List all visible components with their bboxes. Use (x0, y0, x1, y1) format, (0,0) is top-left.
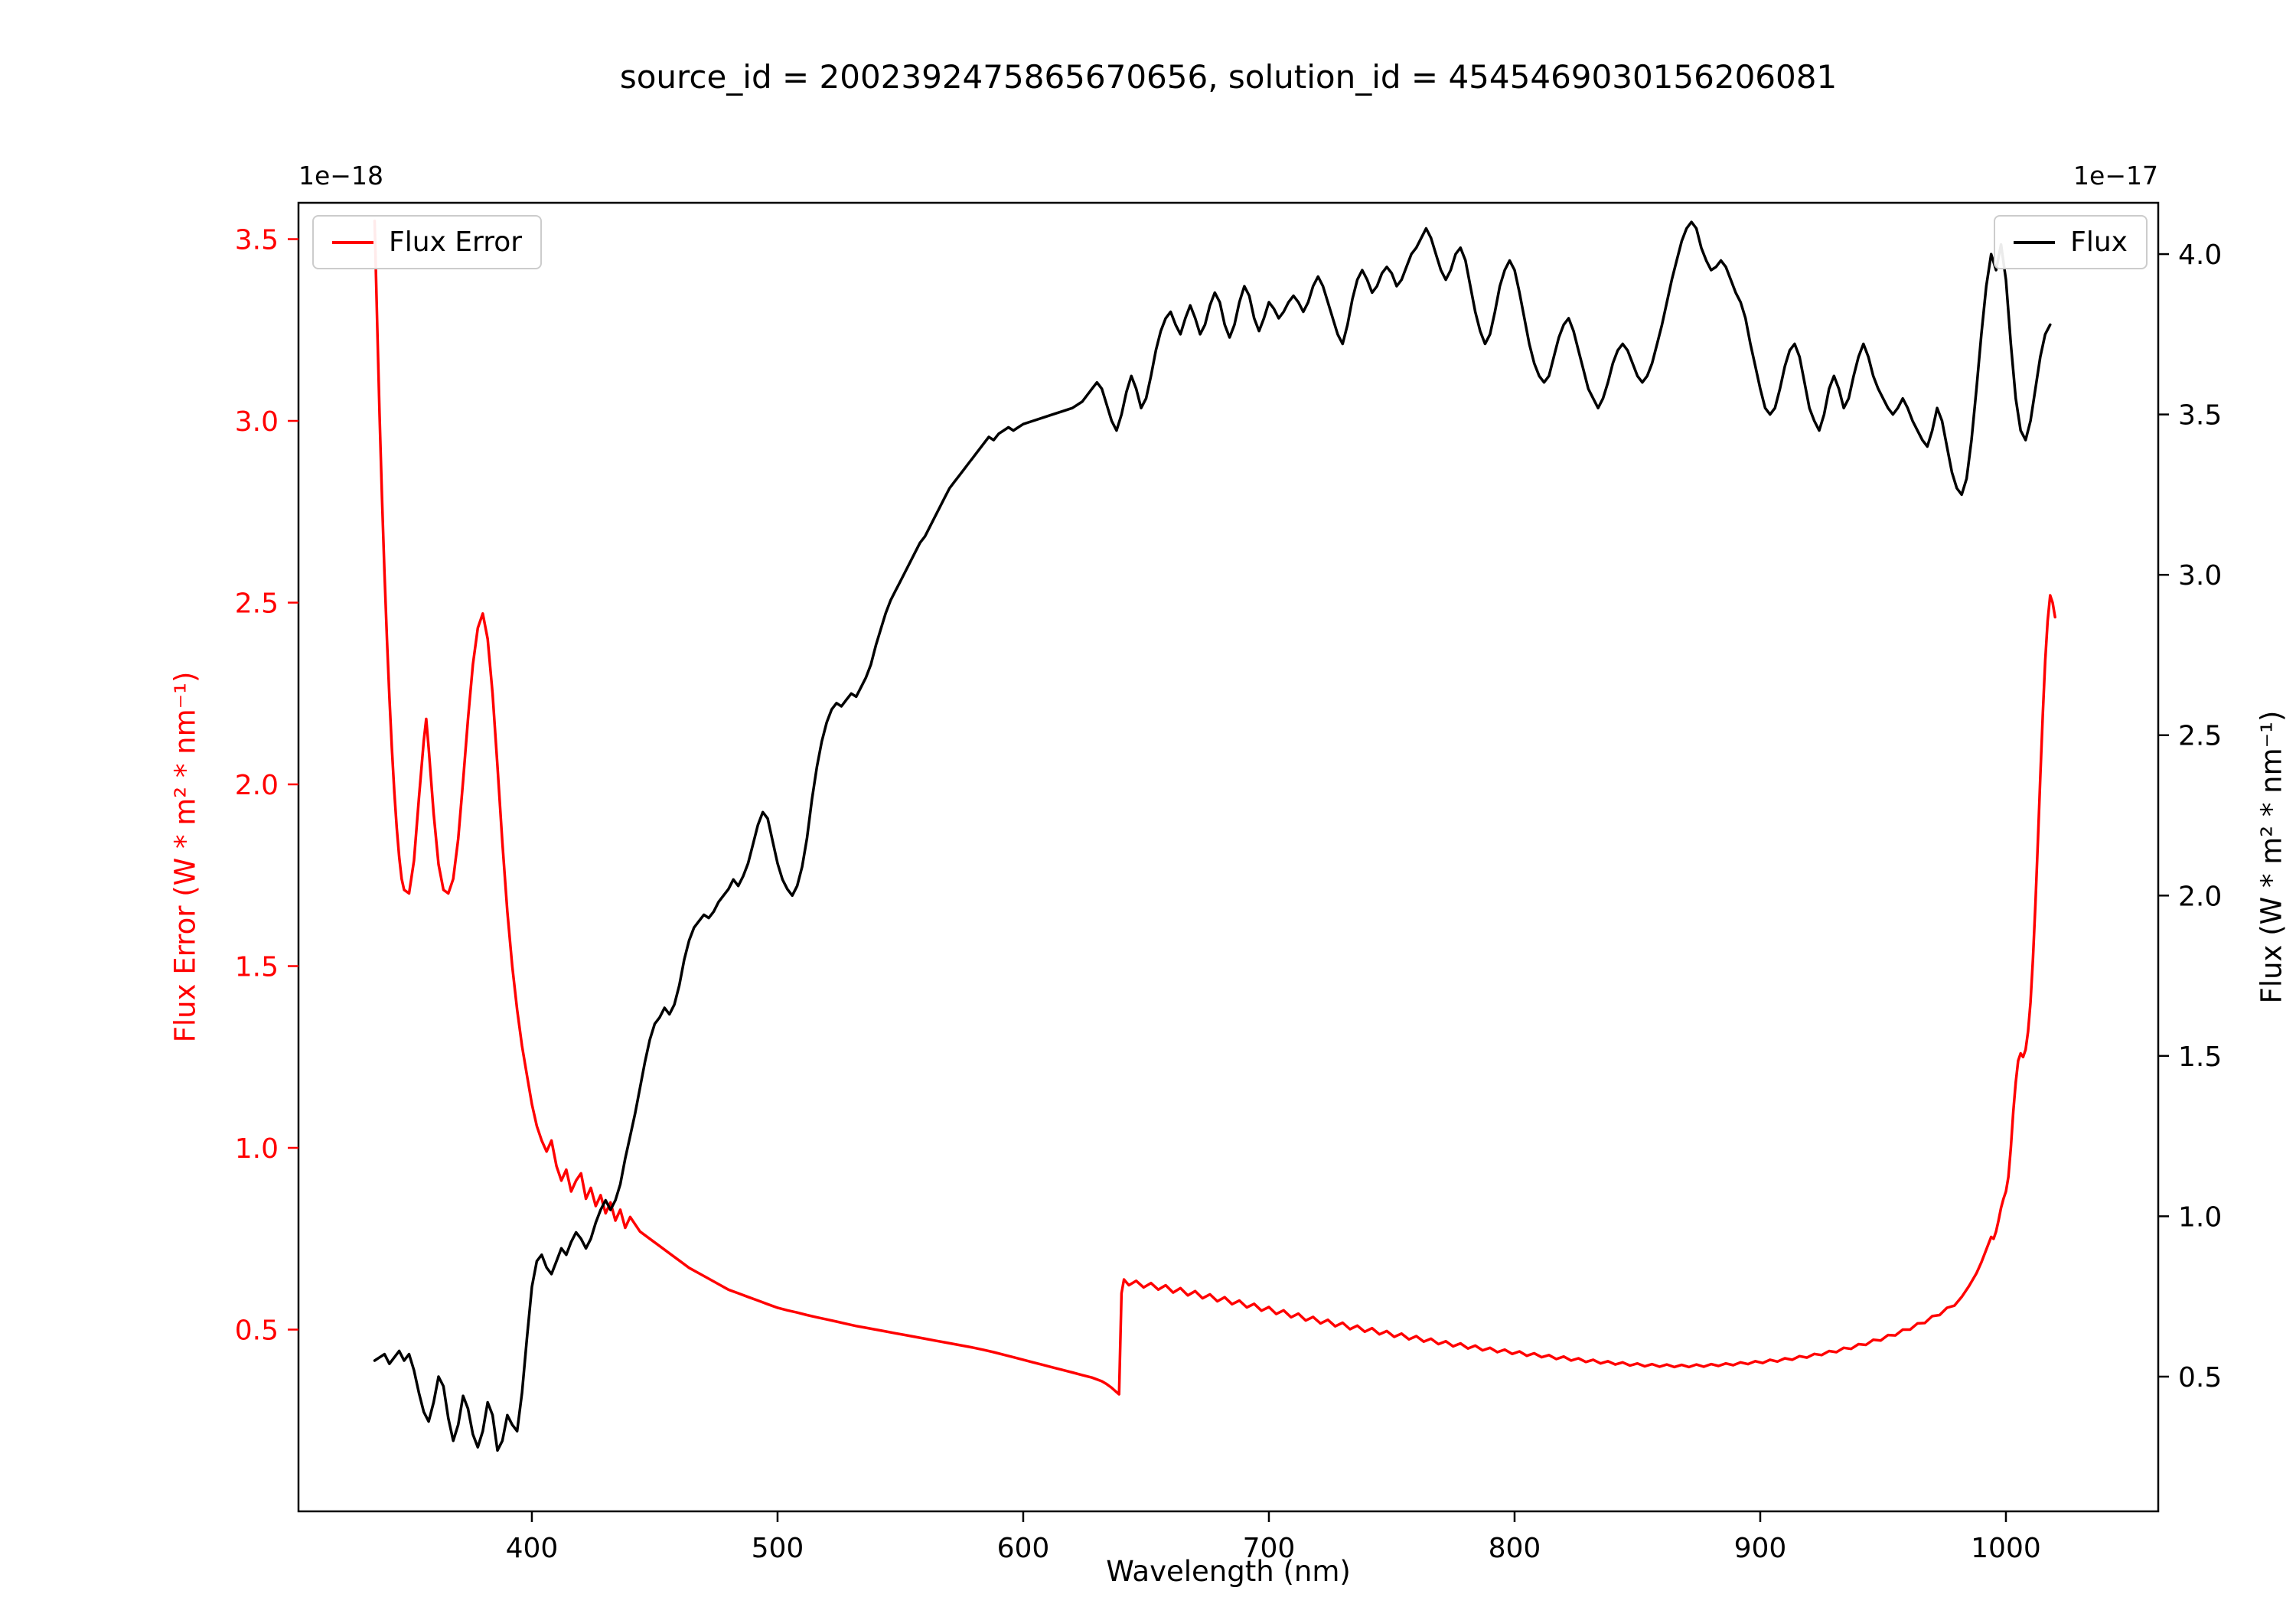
right-y-tick-label: 4.0 (2178, 240, 2222, 271)
legend-flux-label: Flux (2070, 227, 2128, 258)
x-tick-label: 600 (997, 1533, 1050, 1564)
right-y-tick-label: 2.0 (2178, 881, 2222, 912)
axes-frame (297, 201, 2160, 1513)
flux-error-line-sample (332, 240, 373, 244)
left-y-tick-label: 0.5 (235, 1315, 279, 1347)
right-y-tick-label: 2.5 (2178, 721, 2222, 752)
x-axis-label: Wavelength (nm) (1106, 1555, 1351, 1588)
left-y-tick-label: 2.5 (235, 588, 279, 620)
flux-line-sample (2014, 240, 2056, 244)
x-tick-label: 800 (1489, 1533, 1541, 1564)
right-y-tick-label: 1.5 (2178, 1041, 2222, 1073)
x-tick-label: 1000 (1971, 1533, 2041, 1564)
right-axis-offset-text: 1e−17 (2073, 161, 2158, 191)
legend-flux-error: Flux Error (312, 215, 543, 269)
left-y-tick-label: 3.5 (235, 225, 279, 256)
x-tick-label: 500 (752, 1533, 804, 1564)
legend-flux: Flux (1994, 215, 2148, 269)
chart-title: source_id = 2002392475865670656, solutio… (619, 58, 1838, 96)
left-axis-offset-text: 1e−18 (298, 161, 383, 191)
right-y-tick-label: 3.5 (2178, 400, 2222, 432)
x-tick-label: 900 (1734, 1533, 1787, 1564)
left-y-tick-label: 3.0 (235, 406, 279, 438)
x-tick-label: 400 (506, 1533, 559, 1564)
right-y-tick-label: 0.5 (2178, 1362, 2222, 1393)
flux-line (373, 220, 2052, 1452)
right-y-tick-label: 1.0 (2178, 1201, 2222, 1233)
x-tick-label: 700 (1243, 1533, 1296, 1564)
left-y-tick-label: 2.0 (235, 770, 279, 801)
legend-flux-error-label: Flux Error (389, 227, 523, 258)
left-y-tick-label: 1.0 (235, 1133, 279, 1165)
right-y-tick-label: 3.0 (2178, 560, 2222, 592)
flux-error-line (373, 220, 2056, 1396)
left-y-tick-label: 1.5 (235, 952, 279, 983)
